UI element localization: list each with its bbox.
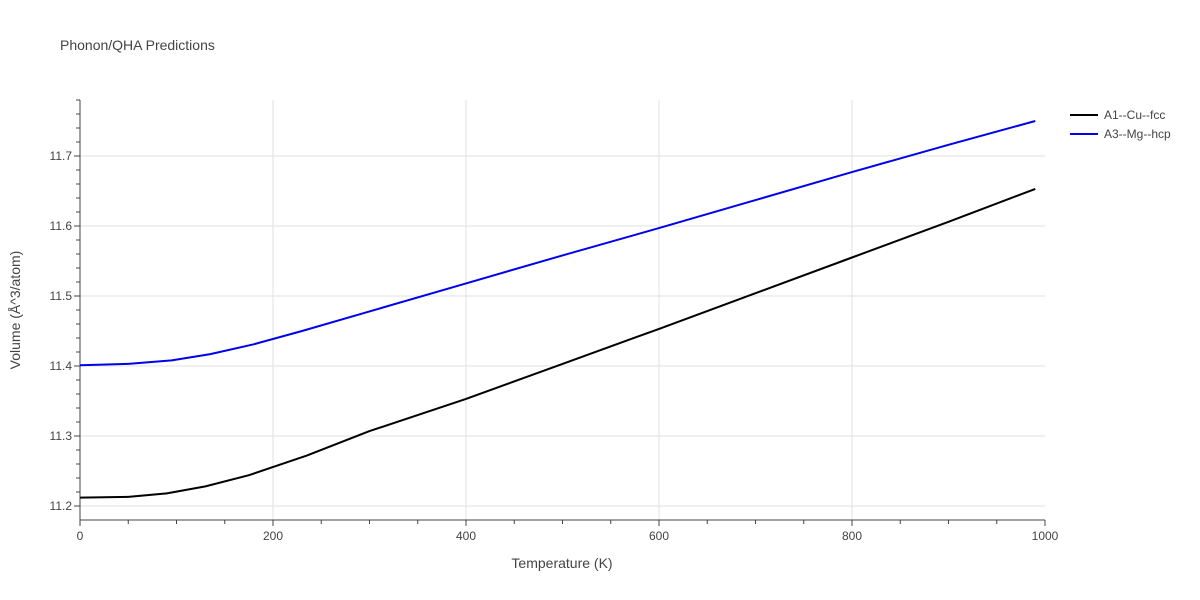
x-tick-label: 1000 xyxy=(1032,529,1059,543)
grid-lines xyxy=(80,100,1045,520)
series-line-0 xyxy=(79,187,1036,499)
y-tick-label: 11.3 xyxy=(50,429,73,443)
y-axis-title: Volume (Å^3/atom) xyxy=(7,251,23,370)
axes: 0 200 400 600 800 1000 11.2 11.3 11.4 11.5 11.6 11.… xyxy=(50,99,1059,543)
y-tick-label: 11.7 xyxy=(50,149,73,163)
legend-label: A1--Cu--fcc xyxy=(1104,108,1165,122)
x-tick-label: 200 xyxy=(263,529,283,543)
y-tick-label: 11.5 xyxy=(50,289,73,303)
series-line-1 xyxy=(79,120,1036,367)
y-tick-label: 11.6 xyxy=(50,219,73,233)
x-tick-label: 400 xyxy=(456,529,476,543)
y-tick-label: 11.2 xyxy=(50,499,73,513)
legend-label: A3--Mg--hcp xyxy=(1104,127,1171,141)
y-tick-label: 11.4 xyxy=(50,359,73,373)
chart-title: Phonon/QHA Predictions xyxy=(60,37,215,53)
x-axis-title: Temperature (K) xyxy=(511,555,612,571)
x-tick-label: 600 xyxy=(649,529,669,543)
series-lines xyxy=(79,120,1036,499)
legend[interactable]: A1--Cu--fcc A3--Mg--hcp xyxy=(1070,108,1171,141)
x-tick-label: 800 xyxy=(842,529,862,543)
x-tick-label: 0 xyxy=(77,529,84,543)
